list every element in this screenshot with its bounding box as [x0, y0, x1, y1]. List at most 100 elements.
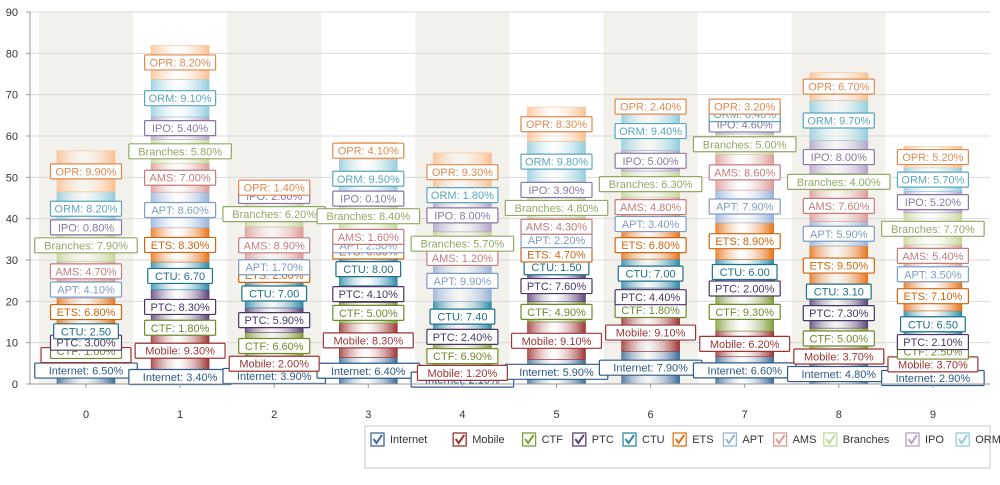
svg-text:PTC: 2.00%: PTC: 2.00% — [715, 284, 775, 296]
svg-text:PTC: 4.10%: PTC: 4.10% — [339, 289, 399, 301]
svg-text:Branches: 5.80%: Branches: 5.80% — [138, 146, 222, 158]
svg-text:CTU: 3.10: CTU: 3.10 — [814, 287, 864, 299]
legend-item[interactable]: APT — [722, 432, 764, 447]
data-label: CTU: 7.00 — [241, 285, 308, 302]
data-label: IPO: 3.90% — [520, 181, 593, 199]
svg-text:ETS: 4.70%: ETS: 4.70% — [527, 249, 586, 261]
data-label: APT: 8.60% — [144, 201, 217, 219]
svg-text:IPO: 3.90%: IPO: 3.90% — [528, 185, 584, 197]
svg-text:APT: 1.70%: APT: 1.70% — [245, 262, 303, 274]
data-label: Internet: 2.90% — [881, 369, 985, 387]
legend-item[interactable]: PTC — [572, 432, 614, 447]
svg-text:ORM: 5.70%: ORM: 5.70% — [901, 175, 964, 187]
data-label: CTF: 5.00% — [802, 330, 875, 347]
data-label: CTU: 1.50 — [523, 259, 590, 276]
svg-text:ETS: 9.50%: ETS: 9.50% — [809, 261, 868, 273]
data-label: IPO: 8.00% — [426, 207, 499, 224]
svg-text:Branches: 6.20%: Branches: 6.20% — [232, 209, 316, 221]
check-mark-icon — [775, 434, 786, 445]
legend-item[interactable]: CTU — [622, 432, 665, 447]
legend-item[interactable]: Internet — [370, 432, 427, 447]
data-label: APT: 9.90% — [426, 272, 499, 289]
svg-text:CTU: 7.40: CTU: 7.40 — [437, 312, 487, 324]
data-label: ETS: 6.80% — [49, 303, 123, 321]
data-label: CTU: 6.00 — [711, 263, 778, 281]
svg-text:OPR: 6.70%: OPR: 6.70% — [808, 82, 869, 94]
data-label: Branches: 4.80% — [504, 199, 609, 217]
data-label: Branches: 7.70% — [881, 220, 985, 237]
data-label: PTC: 7.30% — [802, 305, 875, 322]
svg-text:CTU: 7.00: CTU: 7.00 — [249, 288, 299, 300]
svg-text:AMS: 1.60%: AMS: 1.60% — [338, 232, 399, 244]
x-tick-label: 8 — [836, 409, 842, 421]
data-label: Mobile: 9.10% — [605, 324, 697, 341]
data-label: IPO: 8.00% — [802, 148, 875, 166]
y-tick-label: 20 — [6, 296, 18, 308]
svg-text:Internet: 3.40%: Internet: 3.40% — [143, 372, 218, 384]
check-mark-icon — [524, 434, 535, 445]
svg-text:AMS: 8.60%: AMS: 8.60% — [714, 167, 775, 179]
data-label: PTC: 5.90% — [238, 312, 311, 329]
svg-text:ETS: 6.80%: ETS: 6.80% — [57, 307, 116, 319]
svg-text:ORM: 9.10%: ORM: 9.10% — [149, 93, 212, 105]
svg-text:AMS: 7.00%: AMS: 7.00% — [150, 173, 211, 185]
svg-text:PTC: 8.30%: PTC: 8.30% — [150, 302, 210, 314]
data-label: AMS: 4.30% — [520, 218, 593, 235]
svg-text:OPR: 3.20%: OPR: 3.20% — [714, 102, 775, 114]
x-tick-label: 5 — [553, 409, 559, 421]
data-label: APT: 1.70% — [238, 259, 311, 276]
svg-text:Mobile: 9.10%: Mobile: 9.10% — [522, 336, 592, 348]
data-label: Mobile: 1.20% — [416, 364, 508, 381]
svg-text:APT: 3.40%: APT: 3.40% — [622, 219, 680, 231]
legend-item[interactable]: Branches — [823, 432, 890, 447]
data-label: ORM: 9.40% — [614, 122, 687, 140]
legend-item[interactable]: Mobile — [452, 432, 505, 447]
data-label: CTU: 7.40 — [429, 308, 496, 325]
data-label: Internet: 7.90% — [598, 359, 703, 376]
svg-text:Branches: 4.80%: Branches: 4.80% — [515, 203, 599, 215]
data-label: PTC: 2.10% — [896, 333, 970, 351]
data-label: CTF: 1.80% — [614, 301, 687, 319]
legend-label: CTF — [542, 434, 564, 446]
data-label: Branches: 5.80% — [128, 143, 232, 160]
svg-text:Mobile: 3.70%: Mobile: 3.70% — [898, 359, 968, 371]
legend-item[interactable]: AMS — [772, 432, 817, 447]
legend-label: Branches — [843, 434, 890, 446]
svg-text:ORM: 8.20%: ORM: 8.20% — [55, 204, 118, 216]
data-label: Internet: 6.50% — [34, 362, 138, 379]
y-tick-label: 10 — [6, 338, 18, 350]
data-label: CTU: 2.50 — [53, 323, 119, 340]
svg-text:IPO: 4.60%: IPO: 4.60% — [717, 119, 773, 131]
data-label: PTC: 2.40% — [426, 328, 499, 345]
y-tick-label: 70 — [6, 90, 18, 102]
svg-text:CTU: 8.00: CTU: 8.00 — [343, 264, 393, 276]
legend-item[interactable]: CTF — [521, 432, 564, 447]
y-tick-label: 90 — [6, 7, 18, 19]
svg-text:Internet: 7.90%: Internet: 7.90% — [613, 363, 688, 375]
svg-text:Internet: 2.90%: Internet: 2.90% — [896, 373, 971, 385]
legend-item[interactable]: ETS — [672, 432, 714, 447]
check-mark-icon — [372, 434, 383, 445]
data-labels-group: Internet: 6.50% Internet: 3.40% Internet: … — [34, 54, 985, 388]
data-label: AMS: 7.00% — [144, 169, 217, 186]
data-label: CTF: 1.80% — [144, 319, 217, 336]
data-label: Internet: 6.60% — [692, 362, 797, 379]
data-label: OPR: 2.40% — [614, 98, 687, 115]
legend-item[interactable]: IPO — [905, 432, 944, 447]
data-label: OPR: 8.20% — [144, 54, 217, 71]
data-label: Mobile: 9.10% — [510, 332, 603, 349]
svg-text:ETS: 6.80%: ETS: 6.80% — [621, 240, 680, 252]
y-tick-label: 60 — [6, 131, 18, 143]
legend-item[interactable]: ORM — [955, 432, 1000, 447]
svg-text:AMS: 4.80%: AMS: 4.80% — [620, 202, 681, 214]
y-tick-label: 0 — [12, 379, 18, 391]
svg-text:APT: 8.60%: APT: 8.60% — [151, 205, 209, 217]
x-tick-label: 6 — [648, 409, 654, 421]
legend-label: APT — [742, 434, 764, 446]
x-tick-label: 9 — [930, 409, 936, 421]
svg-text:CTF: 9.30%: CTF: 9.30% — [715, 307, 774, 319]
svg-text:CTU: 6.50: CTU: 6.50 — [908, 319, 958, 331]
svg-text:Mobile: 9.30%: Mobile: 9.30% — [145, 346, 215, 358]
svg-text:AMS: 5.40%: AMS: 5.40% — [902, 251, 963, 263]
data-label: Mobile: 2.00% — [228, 355, 320, 372]
